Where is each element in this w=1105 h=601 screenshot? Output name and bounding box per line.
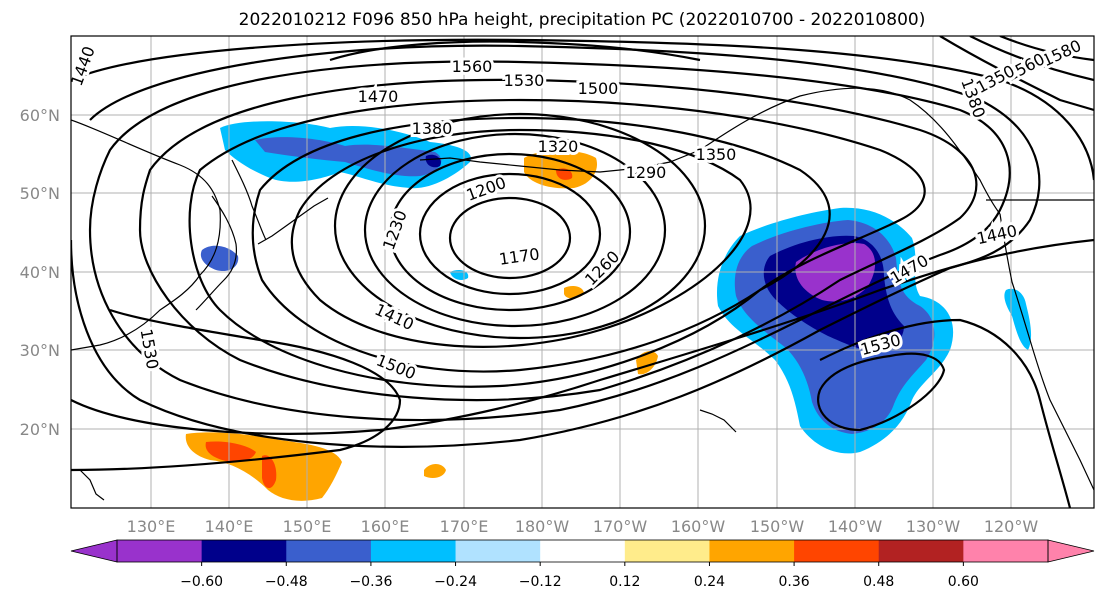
height-contours (71, 36, 1094, 508)
contour-label: 1470 (358, 87, 399, 106)
lon-axis: 130°E 140°E 150°E 160°E 170°E 180°W 170°… (127, 517, 1039, 536)
colorbar-segment (794, 540, 880, 562)
colorbar-segment (963, 540, 1049, 562)
coast-na-west (999, 213, 1094, 491)
coast-philippines (79, 469, 105, 501)
colorbar-left-extend (70, 539, 118, 563)
contour-1500 (71, 38, 1094, 181)
contour-ne-3 (999, 36, 1094, 62)
contour-1200 (418, 172, 602, 296)
lat-label: 20°N (20, 420, 60, 439)
lat-axis: 60°N 50°N 40°N 30°N 20°N (20, 106, 60, 439)
coast-hawaii (699, 409, 737, 433)
contour-1440 (88, 60, 1011, 422)
colorbar-tick-label: −0.48 (265, 574, 308, 590)
coast-kamchatka (231, 159, 267, 241)
lon-label: 170°W (593, 517, 648, 536)
coast-aleutians (419, 149, 701, 173)
lon-label: 160°E (361, 517, 410, 536)
contour-1350 (251, 116, 831, 373)
precip-blob-north-core (425, 154, 441, 168)
colorbar-frame (116, 539, 1049, 563)
lat-label: 50°N (20, 184, 60, 203)
precip-blob-sw-core2 (262, 455, 277, 489)
colorbar-segment (540, 540, 626, 562)
map-panel: 1560 1530 1500 1470 1440 1380 1350 1320 … (64, 33, 1095, 509)
colorbar-right-extend (1047, 539, 1095, 563)
lon-label: 150°E (283, 517, 332, 536)
lon-label: 140°E (205, 517, 254, 536)
colorbar-tick-label: −0.60 (180, 574, 223, 590)
precip-blob-sw-core (205, 441, 256, 462)
coast-alaska (699, 87, 1001, 215)
colorbar-tick-label: −0.24 (434, 574, 477, 590)
contour-1530-east-inner (817, 352, 946, 432)
lon-label: 170°E (440, 517, 489, 536)
lon-label: 130°E (127, 517, 176, 536)
lon-label: 150°W (750, 517, 805, 536)
colorbar-tick-label: −0.36 (349, 574, 392, 590)
lat-label: 40°N (20, 263, 60, 282)
coast-kuril (257, 197, 329, 245)
coast-japan (195, 195, 237, 311)
contour-label: 1560 (452, 57, 493, 76)
contour-1410 (138, 78, 978, 402)
contour-1530-east (819, 318, 1072, 508)
colorbar-segment (709, 540, 795, 562)
colorbar-tick-label: 0.12 (609, 574, 640, 590)
colorbar-segment (286, 540, 372, 562)
colorbar-segment (201, 540, 287, 562)
colorbar-tick-label: −0.12 (519, 574, 562, 590)
colorbar-segment (117, 540, 203, 562)
map-gridlines (71, 36, 1094, 508)
colorbar-tick-label: 0.48 (863, 574, 894, 590)
contour-1320 (290, 128, 752, 348)
contour-label: 1500 (578, 79, 619, 98)
contour-1260 (363, 132, 667, 328)
colorbar-tick-label: 0.24 (694, 574, 725, 590)
precip-blob-central-pos-core (556, 168, 573, 180)
lon-label: 160°W (671, 517, 726, 536)
contour-label: 1290 (626, 163, 667, 182)
lat-label: 60°N (20, 106, 60, 125)
contour-label: 1350 (696, 145, 737, 164)
contour-1290 (333, 112, 707, 340)
lon-label: 140°W (828, 517, 883, 536)
contour-1560-top (329, 40, 701, 62)
contour-ne-1 (939, 36, 1094, 112)
coastlines (71, 87, 1094, 501)
contour-label: 1380 (412, 119, 453, 138)
lon-label: 130°W (906, 517, 961, 536)
figure-title: 2022010212 F096 850 hPa height, precipit… (239, 10, 926, 30)
lat-label: 30°N (20, 341, 60, 360)
colorbar-segment (370, 540, 457, 562)
lon-label: 180°W (515, 517, 570, 536)
colorbar-segment (455, 540, 541, 562)
contour-1170 (448, 196, 572, 280)
contour-1380 (188, 98, 926, 388)
colorbar-tick-label: 0.36 (779, 574, 810, 590)
precip-blob-small-pos3 (424, 464, 446, 478)
colorbar-segment (878, 540, 964, 562)
contour-1230 (388, 152, 632, 312)
map-frame (70, 35, 1095, 509)
contour-label: 1320 (538, 137, 579, 156)
colorbar: −0.60 −0.48 −0.36 −0.24 −0.12 0.12 0.24 0.36 0.4… (70, 539, 1095, 590)
contour-label: 1530 (504, 71, 545, 90)
colorbar-tick-label: 0.60 (948, 574, 979, 590)
contour-ne-2 (969, 36, 1094, 82)
contour-1530-south (71, 308, 402, 472)
colorbar-segment (624, 540, 710, 562)
contour-1500-south (71, 238, 1094, 435)
lon-label: 120°W (984, 517, 1039, 536)
